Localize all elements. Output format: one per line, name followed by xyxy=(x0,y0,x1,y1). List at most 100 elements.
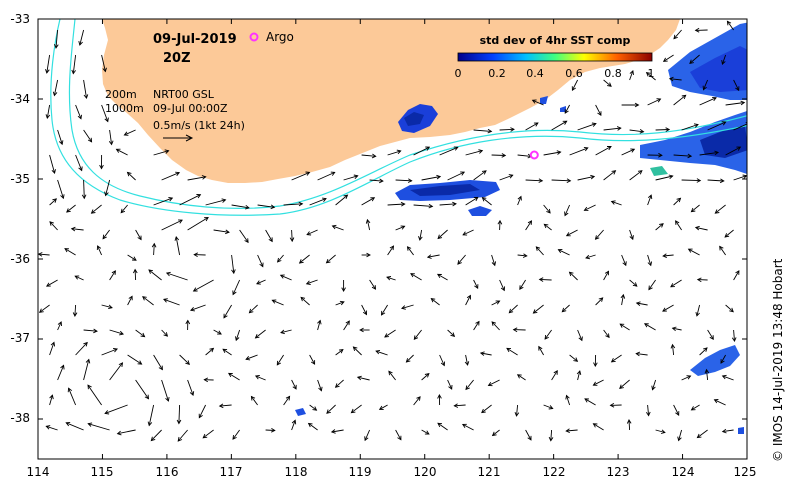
current-arrow xyxy=(733,270,740,281)
current-arrow xyxy=(104,404,128,415)
current-arrow xyxy=(400,304,414,310)
current-arrow xyxy=(375,349,388,356)
current-arrow xyxy=(565,428,578,434)
current-arrow xyxy=(465,149,484,156)
current-arrow xyxy=(418,229,423,241)
current-arrow xyxy=(116,429,136,436)
current-arrow xyxy=(75,154,83,172)
current-arrow xyxy=(725,146,742,156)
current-arrow xyxy=(254,375,266,381)
current-arrow xyxy=(176,404,182,425)
current-arrow xyxy=(49,198,57,206)
current-arrow xyxy=(481,404,492,414)
current-arrow xyxy=(109,362,124,381)
depth-200-label: 200m xyxy=(105,88,137,101)
current-arrow xyxy=(473,279,479,290)
current-arrow xyxy=(127,295,133,306)
x-tick-label: 123 xyxy=(607,465,630,479)
current-arrow xyxy=(317,171,336,181)
current-arrow xyxy=(153,354,163,371)
current-arrow xyxy=(690,404,700,411)
current-arrow xyxy=(74,275,84,281)
current-arrow xyxy=(38,304,50,313)
current-arrow xyxy=(213,329,222,335)
current-arrow xyxy=(123,129,136,136)
current-arrow xyxy=(283,201,304,207)
current-arrow xyxy=(101,104,109,123)
current-arrow xyxy=(174,235,181,256)
current-arrow xyxy=(57,129,64,146)
current-arrow xyxy=(673,197,682,206)
current-arrow xyxy=(437,229,448,240)
current-arrow xyxy=(57,364,65,381)
current-arrow xyxy=(681,123,699,131)
current-arrow xyxy=(721,428,734,434)
current-arrow xyxy=(594,229,604,240)
current-arrow xyxy=(694,27,708,33)
current-arrow xyxy=(218,403,232,409)
current-arrow xyxy=(231,204,250,210)
current-arrow xyxy=(395,178,413,183)
x-tick-label: 121 xyxy=(478,465,501,479)
current-arrow xyxy=(551,370,558,381)
current-arrow xyxy=(153,197,174,206)
current-arrow xyxy=(298,254,310,264)
current-arrow xyxy=(647,98,662,106)
current-arrow xyxy=(135,379,150,400)
current-arrow xyxy=(721,374,734,381)
colorbar-tick: 0 xyxy=(455,67,462,80)
current-arrow xyxy=(187,379,195,396)
current-arrow xyxy=(464,354,470,366)
current-arrow xyxy=(543,223,552,231)
current-arrow xyxy=(648,279,656,291)
y-tick-label: -36 xyxy=(10,252,30,266)
current-arrow xyxy=(49,394,54,406)
current-arrow xyxy=(205,347,215,356)
argo-float-marker[interactable] xyxy=(529,150,539,160)
current-arrow xyxy=(359,327,370,333)
current-arrow xyxy=(629,70,634,81)
current-arrow xyxy=(256,279,266,285)
current-arrow xyxy=(689,54,700,65)
current-arrow xyxy=(719,245,726,256)
current-arrow xyxy=(673,29,682,40)
current-arrow xyxy=(45,104,51,120)
current-arrow xyxy=(257,204,276,210)
y-tick-label: -38 xyxy=(10,411,30,425)
current-arrow xyxy=(265,428,276,433)
current-arrow xyxy=(335,349,344,356)
current-arrow xyxy=(276,254,284,263)
current-arrow xyxy=(369,279,377,290)
x-tick-label: 120 xyxy=(414,465,437,479)
current-arrow xyxy=(439,146,459,156)
current-arrow xyxy=(499,174,514,181)
map-hour: 20Z xyxy=(163,51,191,66)
current-arrow xyxy=(99,154,104,170)
current-arrow xyxy=(78,29,85,46)
current-arrow xyxy=(577,174,596,181)
current-arrow xyxy=(83,328,98,334)
current-arrow xyxy=(109,270,116,281)
current-arrow xyxy=(72,304,78,317)
current-arrow xyxy=(38,252,50,257)
current-arrow xyxy=(49,154,56,175)
colorbar-tick-labels: 0 0.2 0.4 0.6 0.8 1 xyxy=(455,67,655,80)
current-arrow xyxy=(629,279,638,287)
current-vectors xyxy=(38,20,747,442)
current-arrow xyxy=(576,370,582,381)
current-arrow xyxy=(670,343,676,356)
current-arrow xyxy=(462,229,474,236)
current-arrow xyxy=(603,79,612,87)
current-arrow xyxy=(465,196,479,206)
current-arrow xyxy=(439,354,446,367)
current-arrow xyxy=(165,271,188,281)
argo-legend-icon xyxy=(249,32,259,42)
current-arrow xyxy=(673,94,687,106)
current-arrow xyxy=(516,374,526,381)
current-arrow xyxy=(564,204,571,217)
current-arrow xyxy=(405,354,414,363)
current-arrow xyxy=(479,351,492,356)
current-arrow xyxy=(232,429,240,440)
vector-scale-arrow xyxy=(163,134,194,142)
current-arrow xyxy=(655,174,674,181)
